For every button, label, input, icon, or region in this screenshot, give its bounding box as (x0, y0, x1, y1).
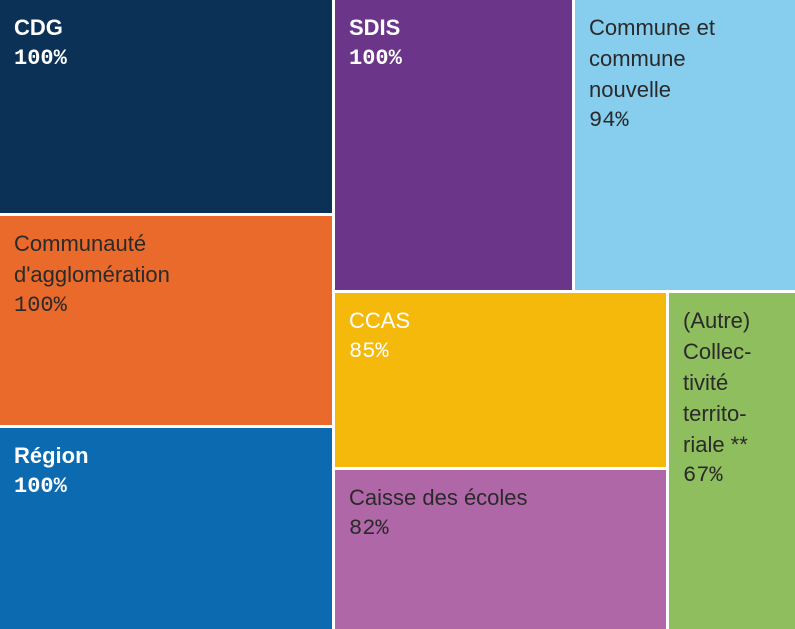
tile-label: Caisse des écoles (349, 485, 528, 510)
tile: Communauté d'agglomération 100% (0, 216, 332, 425)
tile-label: (Autre) Collec- tivité territo- riale ** (683, 308, 752, 457)
tile-label: Région (14, 443, 89, 468)
tile-value: 100% (14, 474, 67, 499)
tile-value: 100% (14, 46, 67, 71)
tile-value: 67% (683, 463, 723, 488)
tile-value: 100% (349, 46, 402, 71)
tile: CCAS 85% (335, 293, 666, 467)
tile: Caisse des écoles 82% (335, 470, 666, 629)
tile-value: 82% (349, 516, 389, 541)
tile-label: Commune et commune nouvelle (589, 15, 715, 102)
tile-label: CDG (14, 15, 63, 40)
tile-label: CCAS (349, 308, 411, 333)
tile-label: SDIS (349, 15, 401, 40)
tile-value: 94% (589, 108, 629, 133)
tile-value: 85% (349, 339, 389, 364)
tile-label: Communauté d'agglomération (14, 231, 170, 287)
tile: CDG 100% (0, 0, 332, 213)
tile: SDIS 100% (335, 0, 572, 290)
tile-value: 100% (14, 293, 67, 318)
tile: Région 100% (0, 428, 332, 629)
tile: (Autre) Collec- tivité territo- riale **… (669, 293, 795, 629)
tile: Commune et commune nouvelle 94% (575, 0, 795, 290)
